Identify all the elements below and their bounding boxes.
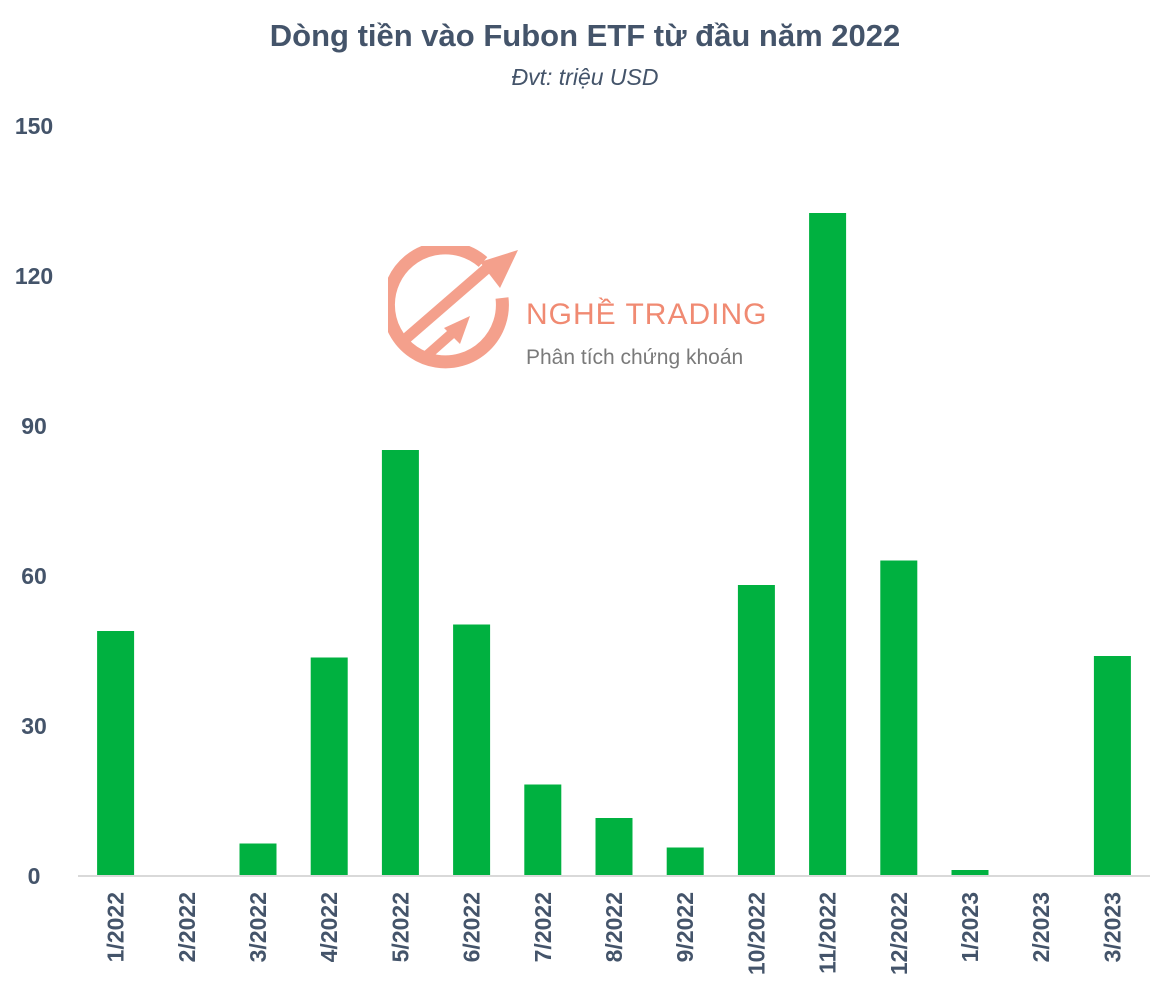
x-tick-label: 3/2022 — [245, 892, 271, 962]
bar-9-2022 — [666, 847, 704, 876]
bar-7-2022 — [524, 784, 562, 876]
y-tick-label: 150 — [15, 113, 53, 139]
x-axis-ticks: 1/2022 2/2022 3/2022 4/2022 5/2022 6/2022 7/20… — [103, 892, 1126, 975]
watermark-brand: NGHỀ TRADING — [526, 298, 768, 331]
bar-3-2023 — [1093, 656, 1131, 876]
bar-11-2022 — [809, 213, 847, 876]
watermark: NGHỀ TRADING Phân tích chứng khoán — [381, 241, 808, 386]
bars — [97, 213, 1131, 876]
x-tick-label: 2/2023 — [1028, 892, 1054, 962]
bar-4-2022 — [310, 657, 348, 876]
watermark-tagline: Phân tích chứng khoán — [526, 346, 744, 369]
x-tick-label: 8/2022 — [601, 892, 627, 962]
bar-6-2022 — [453, 624, 491, 876]
trend-arrows-logo-icon — [381, 241, 518, 369]
x-tick-label: 1/2022 — [103, 892, 129, 962]
bar-12-2022 — [880, 560, 918, 876]
x-tick-label: 2/2022 — [174, 892, 200, 962]
x-tick-label: 1/2023 — [957, 892, 983, 962]
y-tick-label: 60 — [21, 563, 47, 589]
x-tick-label: 11/2022 — [815, 892, 841, 974]
y-axis-ticks: 0 30 60 90 120 150 — [15, 113, 53, 889]
x-tick-label: 5/2022 — [387, 892, 413, 962]
bar-5-2022 — [381, 450, 419, 876]
x-tick-label: 4/2022 — [316, 892, 342, 962]
chart-title: Dòng tiền vào Fubon ETF từ đầu năm 2022 — [269, 18, 901, 53]
bar-1-2022 — [97, 631, 135, 876]
bar-3-2022 — [239, 843, 277, 876]
bar-8-2022 — [595, 818, 633, 876]
y-tick-label: 30 — [21, 713, 47, 739]
x-tick-label: 3/2023 — [1099, 892, 1125, 962]
x-tick-label: 12/2022 — [886, 892, 912, 975]
bar-10-2022 — [737, 585, 775, 876]
x-tick-label: 10/2022 — [743, 892, 769, 975]
chart-subtitle: Đvt: triệu USD — [511, 64, 659, 90]
y-tick-label: 0 — [28, 863, 41, 889]
y-tick-label: 120 — [15, 263, 53, 289]
y-tick-label: 90 — [21, 413, 47, 439]
x-tick-label: 9/2022 — [672, 892, 698, 962]
x-tick-label: 7/2022 — [530, 892, 556, 962]
bar-1-2023 — [951, 870, 989, 876]
x-tick-label: 6/2022 — [459, 892, 485, 962]
